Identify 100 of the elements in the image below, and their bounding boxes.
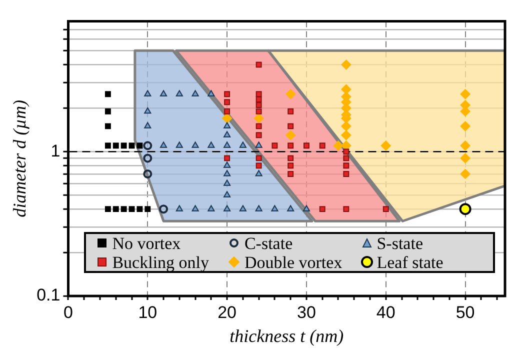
- x-tick-label: 0: [64, 302, 73, 322]
- point: [256, 102, 262, 108]
- point: [288, 142, 294, 149]
- x-tick-label: 40: [376, 302, 396, 322]
- point: [104, 142, 111, 149]
- x-tick-label: 10: [138, 302, 158, 322]
- legend-label: S-state: [376, 234, 423, 252]
- point: [208, 205, 215, 212]
- point: [224, 122, 231, 128]
- legend-label: C-state: [244, 234, 293, 252]
- point: [460, 89, 470, 100]
- point: [192, 205, 199, 212]
- point: [144, 107, 152, 114]
- point: [136, 142, 143, 149]
- point: [208, 90, 215, 96]
- point: [343, 155, 350, 162]
- point: [224, 99, 230, 106]
- point: [144, 122, 152, 128]
- point: [160, 90, 168, 96]
- point: [224, 142, 231, 148]
- point: [143, 154, 152, 163]
- point: [143, 169, 152, 178]
- point: [459, 203, 472, 216]
- x-tick-label: 50: [456, 302, 475, 322]
- point: [341, 84, 352, 94]
- point: [224, 191, 231, 198]
- point: [224, 131, 231, 138]
- point: [104, 91, 111, 98]
- point: [286, 89, 296, 100]
- point: [224, 162, 231, 168]
- point: [288, 162, 294, 169]
- point: [120, 206, 127, 212]
- x-tick-label: 30: [297, 302, 316, 322]
- point: [343, 148, 350, 155]
- point: [224, 170, 231, 176]
- legend-label: Double vortex: [244, 252, 342, 272]
- point: [255, 142, 262, 148]
- point: [256, 132, 262, 138]
- point: [104, 108, 111, 114]
- point: [343, 162, 350, 169]
- point: [255, 205, 262, 212]
- point: [288, 123, 294, 130]
- point: [303, 142, 310, 149]
- point: [256, 155, 262, 162]
- point: [380, 140, 391, 151]
- point: [341, 121, 352, 132]
- point: [159, 204, 168, 214]
- point: [239, 205, 246, 212]
- point: [144, 90, 152, 96]
- point: [287, 205, 294, 212]
- point: [382, 206, 389, 212]
- point: [333, 140, 344, 151]
- legend-label: No vortex: [112, 234, 181, 252]
- point: [104, 123, 111, 130]
- point: [256, 123, 262, 130]
- point: [176, 90, 183, 96]
- point: [224, 155, 230, 162]
- x-axis-title: thickness t (nm): [230, 326, 344, 346]
- point: [256, 162, 262, 169]
- point: [144, 206, 151, 212]
- point: [239, 142, 246, 148]
- point: [460, 140, 470, 151]
- point: [128, 142, 135, 149]
- point: [319, 206, 326, 212]
- point: [271, 205, 278, 212]
- point: [208, 142, 215, 148]
- y-axis-title: diameter d (µm): [10, 100, 30, 218]
- y-tick-label: 1: [50, 141, 60, 160]
- point: [272, 142, 278, 149]
- legend-label: Buckling only: [112, 252, 210, 272]
- point: [286, 130, 296, 140]
- point: [224, 108, 230, 114]
- point: [112, 206, 119, 212]
- point: [136, 206, 143, 212]
- point: [176, 205, 183, 212]
- legend-label: Leaf state: [376, 252, 444, 272]
- point: [104, 206, 111, 212]
- point: [343, 206, 350, 212]
- point: [343, 170, 350, 177]
- point: [256, 96, 262, 102]
- point: [460, 153, 470, 164]
- y-tick-label: 0.1: [36, 286, 60, 305]
- point: [112, 142, 119, 149]
- point: [460, 121, 470, 132]
- point: [128, 206, 135, 212]
- point: [288, 170, 294, 177]
- point: [255, 170, 262, 176]
- point: [192, 90, 199, 96]
- point: [341, 60, 352, 70]
- point: [120, 142, 127, 149]
- point: [256, 108, 262, 114]
- x-tick-label: 20: [218, 302, 237, 322]
- point: [176, 142, 183, 148]
- point: [222, 113, 232, 124]
- point: [302, 205, 310, 212]
- point: [254, 113, 264, 124]
- point: [224, 91, 230, 98]
- point: [288, 155, 294, 162]
- point: [160, 142, 168, 148]
- point: [143, 141, 152, 150]
